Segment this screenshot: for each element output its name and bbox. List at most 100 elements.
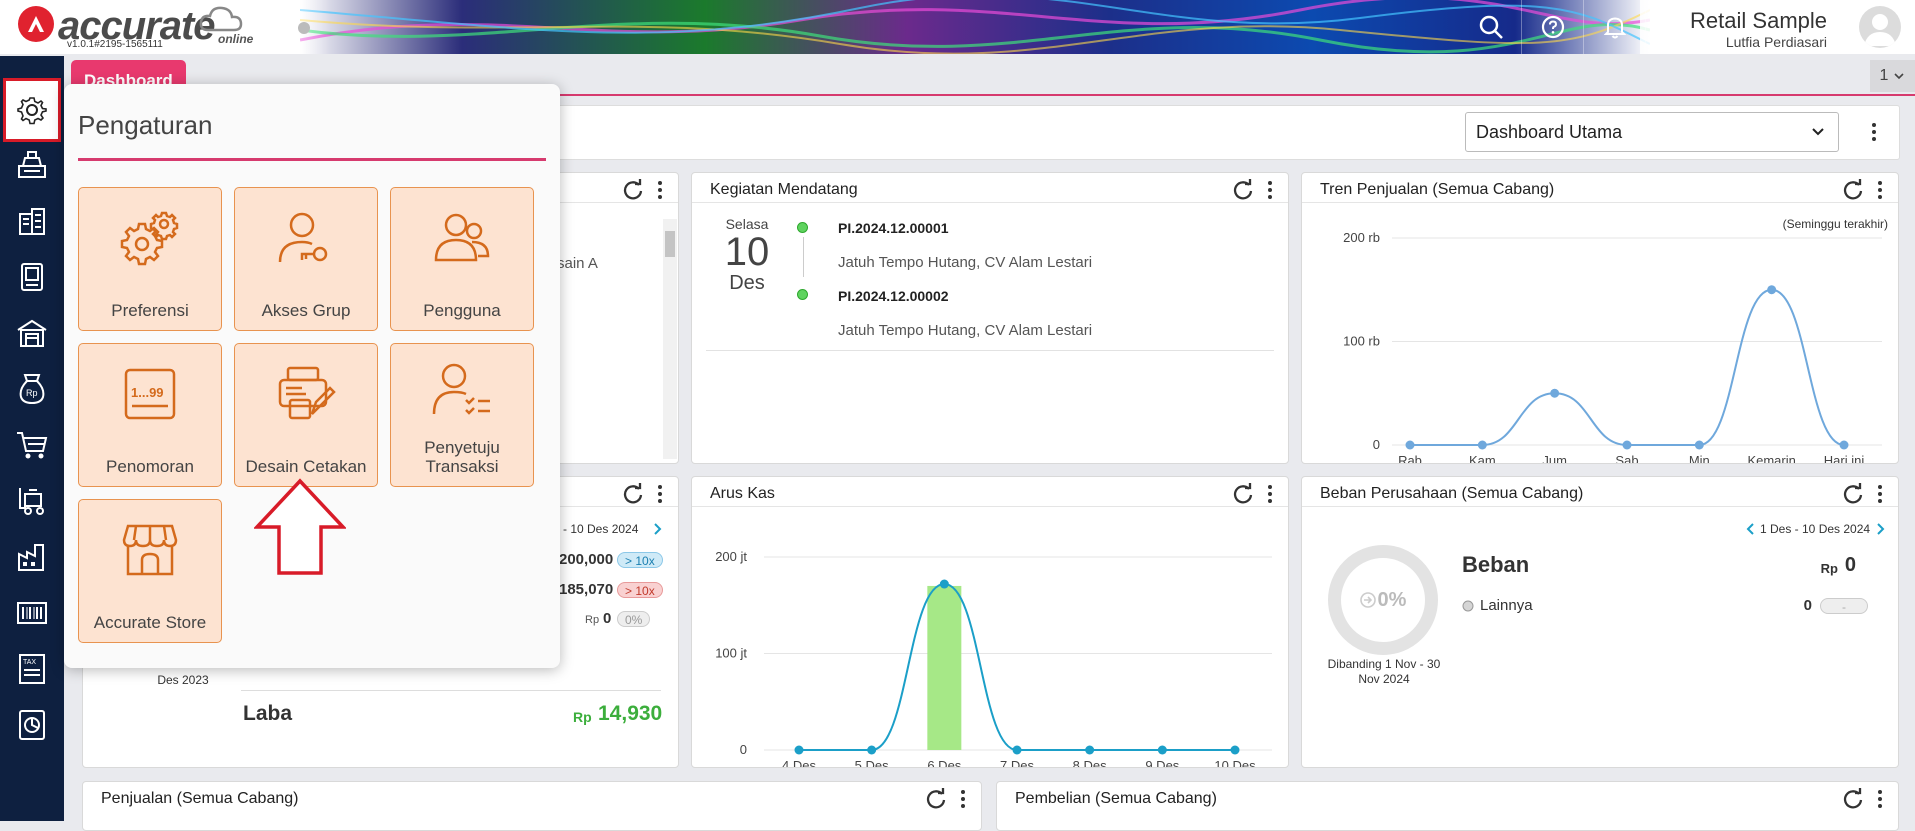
card-menu-button[interactable] [652, 178, 668, 202]
beban-ring: 0% [1328, 545, 1438, 655]
brand[interactable]: accurate [18, 6, 216, 46]
x-tick-label: Hari ini [1824, 453, 1865, 464]
beban-total: 0 [1844, 554, 1856, 576]
page-selector[interactable]: 1 [1870, 60, 1915, 92]
refresh-icon[interactable] [622, 483, 644, 505]
tren-chart: 0 100 rb 200 rb Rab Kam Jum Sab Min Kemarin Hari … [1343, 230, 1882, 464]
card-menu-button[interactable] [955, 787, 971, 811]
dashboard-menu-button[interactable] [1866, 120, 1882, 144]
data-point [1550, 388, 1560, 398]
tile-desain-cetakan[interactable]: Desain Cetakan [234, 343, 378, 487]
header-wave-graphic [300, 0, 1650, 54]
bar [927, 585, 962, 750]
building-icon [19, 208, 45, 235]
arus-chart: 0 100 jt 200 jt 4 Des 5 Des 6 Des 7 Des 8 Des 9 … [715, 549, 1272, 768]
chevron-right-icon[interactable] [653, 523, 663, 535]
data-point [1230, 745, 1240, 755]
y-tick-label: 200 jt [715, 549, 747, 564]
tile-accurate-store[interactable]: Accurate Store [78, 499, 222, 643]
svg-text:TAX: TAX [23, 659, 36, 666]
data-point [1012, 745, 1022, 755]
sidebar-item-bank[interactable] [0, 308, 64, 358]
printer-design-icon [278, 366, 336, 420]
data-point [1767, 285, 1777, 295]
tile-penomoran[interactable]: 1...99 Penomoran [78, 343, 222, 487]
tile-penyetuju-transaksi[interactable]: Penyetuju Transaksi [390, 343, 534, 487]
user-name: Lutfia Perdiasari [1725, 34, 1827, 50]
money-bag-icon: Rp [19, 374, 45, 405]
tile-akses-grup[interactable]: Akses Grup [234, 187, 378, 331]
x-tick-label: 9 Des [1145, 758, 1179, 768]
chart-period: (Seminggu terakhir) [1782, 217, 1888, 231]
version-label: v1.0.1#2195-1565111 [67, 39, 163, 50]
sidebar-item-tax[interactable]: TAX [0, 644, 64, 694]
avatar[interactable] [1859, 6, 1901, 48]
sidebar-item-assets[interactable] [0, 588, 64, 638]
x-tick-label: 6 Des [927, 758, 961, 768]
card-menu-button[interactable] [1262, 482, 1278, 506]
tile-label: Penomoran [106, 457, 194, 476]
refresh-icon[interactable] [1232, 483, 1254, 505]
book-icon [21, 263, 43, 291]
card-menu-button[interactable] [1872, 178, 1888, 202]
sidebar-item-company[interactable] [0, 196, 64, 246]
refresh-icon[interactable] [1232, 179, 1254, 201]
period-label: n - 10 Des 2024 [553, 522, 639, 536]
card-menu-button[interactable] [1262, 178, 1278, 202]
beban-item-label: Lainnya [1480, 597, 1533, 614]
sidebar-item-sales[interactable] [0, 420, 64, 470]
sidebar-item-finance[interactable]: Rp [0, 364, 64, 414]
sidebar-item-ledger[interactable] [0, 252, 64, 302]
y-tick-label: 100 jt [715, 646, 747, 661]
bell-icon [1603, 17, 1626, 39]
card-menu-button[interactable] [1872, 787, 1888, 811]
tile-preferensi[interactable]: Preferensi [78, 187, 222, 331]
event-desc: Jatuh Tempo Hutang, CV Alam Lestari [838, 254, 1093, 271]
tile-pengguna[interactable]: Pengguna [390, 187, 534, 331]
refresh-icon[interactable] [1842, 483, 1864, 505]
popover-title: Pengaturan [78, 110, 213, 140]
sidebar-item-cashier[interactable] [0, 140, 64, 190]
user-panel[interactable]: Retail Sample Lutfia Perdiasari [1640, 0, 1915, 54]
card-partial-text: sain A [557, 255, 598, 272]
barcode-icon [17, 602, 47, 624]
event-dot [797, 222, 808, 233]
x-tick-label: Kam [1469, 453, 1496, 464]
data-point [1085, 745, 1095, 755]
card-pembelian: Pembelian (Semua Cabang) [996, 781, 1899, 831]
dashboard-select[interactable]: Dashboard Utama [1465, 112, 1839, 152]
data-point [1694, 440, 1704, 450]
y-tick-label: 100 rb [1343, 334, 1380, 349]
help-button[interactable] [1522, 0, 1584, 54]
refresh-icon[interactable] [925, 788, 947, 810]
refresh-icon[interactable] [1842, 179, 1864, 201]
sidebar-item-inventory[interactable] [0, 532, 64, 582]
card-menu-button[interactable] [1872, 482, 1888, 506]
event-number[interactable]: PI.2024.12.00001 [838, 220, 949, 236]
x-tick-label: 4 Des [782, 758, 816, 768]
x-tick-label: Rab [1398, 453, 1422, 464]
card-title: Kegiatan Mendatang [710, 181, 858, 198]
user-key-icon [278, 212, 328, 263]
sidebar-item-reports[interactable] [0, 700, 64, 750]
event-number[interactable]: PI.2024.12.00002 [838, 288, 949, 304]
sidebar-item-purchase[interactable] [0, 476, 64, 526]
card-title: Tren Penjualan (Semua Cabang) [1320, 181, 1555, 198]
notification-button[interactable] [1584, 0, 1646, 54]
chevron-left-icon[interactable] [1745, 523, 1755, 535]
card-menu-button[interactable] [652, 482, 668, 506]
refresh-icon[interactable] [1842, 788, 1864, 810]
store-icon [122, 524, 178, 576]
sidebar-item-settings[interactable] [3, 78, 61, 142]
chevron-right-icon[interactable] [1876, 523, 1886, 535]
search-button[interactable] [1460, 0, 1522, 54]
data-point [1405, 440, 1415, 450]
scrollbar[interactable] [663, 219, 677, 459]
x-tick-label: Kemarin [1747, 453, 1795, 464]
laba-value: 14,930 [598, 702, 663, 725]
data-point [1477, 440, 1487, 450]
refresh-icon[interactable] [622, 179, 644, 201]
report-icon [19, 710, 45, 740]
warehouse-icon [17, 319, 47, 347]
numbering-icon: 1...99 [124, 368, 176, 420]
